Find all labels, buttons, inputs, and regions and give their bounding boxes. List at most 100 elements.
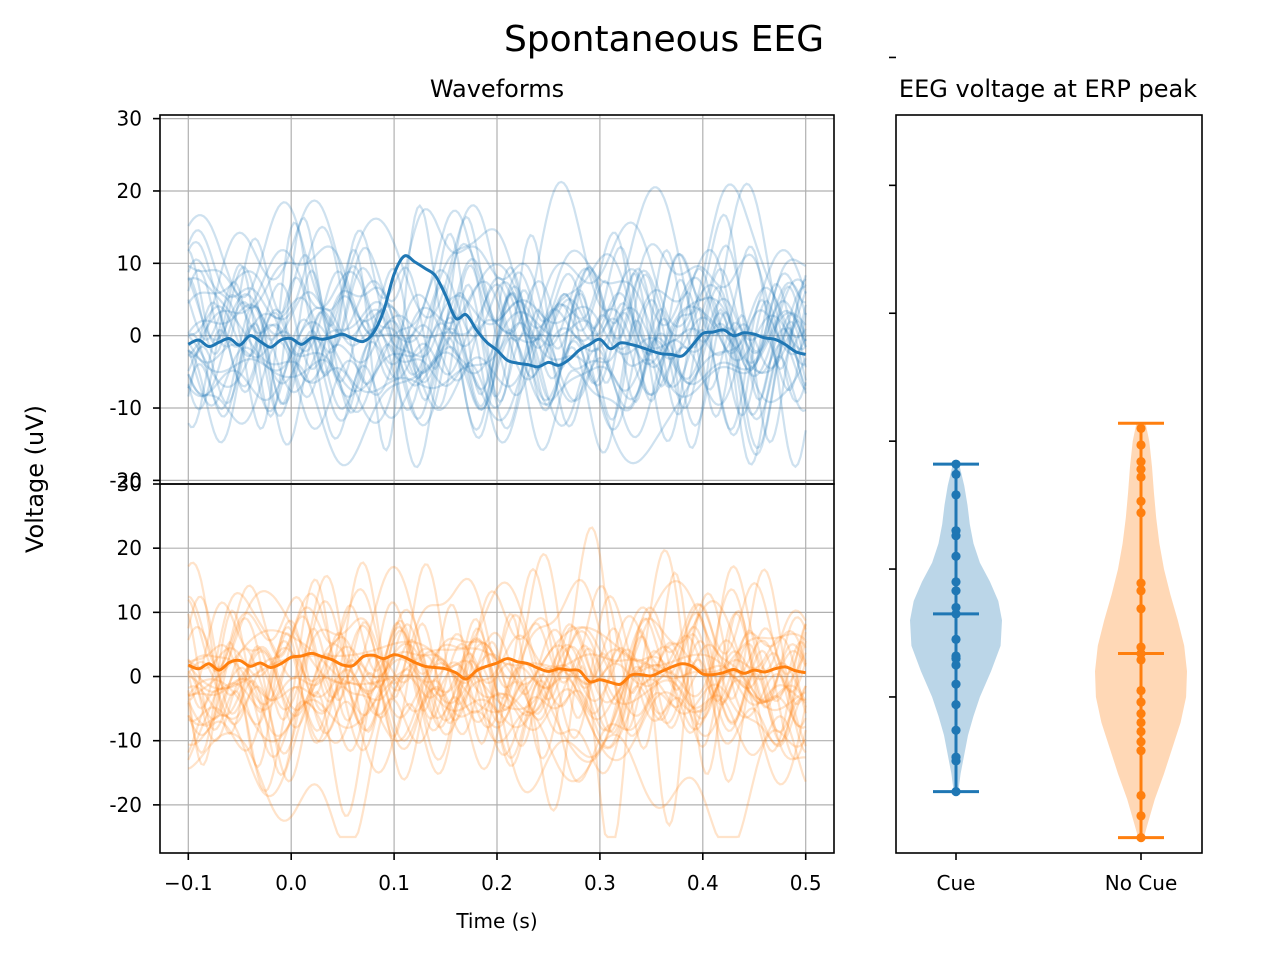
violin-cue: [910, 459, 1002, 797]
trial-line: [187, 307, 807, 466]
trial-line: [187, 552, 807, 726]
mean-line: [187, 651, 806, 687]
data-point: [1136, 586, 1146, 596]
trial-line: [187, 632, 807, 775]
data-point: [1136, 655, 1146, 665]
waveforms-title: Waveforms: [430, 75, 564, 103]
x-axis-label: Time (s): [455, 909, 537, 933]
trial-line: [187, 628, 807, 696]
data-point: [951, 660, 961, 670]
data-point: [951, 469, 961, 480]
data-point: [951, 490, 961, 500]
trial-line: [187, 657, 807, 751]
data-point: [951, 752, 961, 762]
data-point: [1136, 746, 1146, 756]
y-tick-label: 20: [117, 536, 142, 560]
data-point: [951, 586, 961, 596]
x-tick-label: −0.1: [164, 871, 213, 895]
x-tick-label: 0.2: [481, 871, 513, 895]
trial-line: [187, 291, 807, 469]
data-point: [1136, 790, 1146, 801]
data-point: [951, 551, 961, 561]
x-tick-label: 0.4: [687, 871, 719, 895]
data-point: [951, 459, 961, 469]
trial-line: [187, 312, 807, 456]
data-point: [1136, 457, 1146, 467]
data-point: [951, 679, 961, 689]
trial-line: [187, 548, 807, 726]
trial-line: [187, 299, 807, 437]
data-point: [951, 609, 961, 619]
trial-line: [187, 668, 807, 762]
trial-line: [187, 248, 807, 382]
data-point: [951, 577, 961, 587]
data-point: [1136, 508, 1146, 518]
category-label: Cue: [937, 871, 976, 895]
mean-line: [187, 254, 807, 369]
trial-line: [188, 282, 807, 378]
y-tick-label: 30: [117, 107, 142, 131]
trial-line: [187, 629, 807, 761]
trial-line: [187, 204, 807, 452]
trial-line: [187, 180, 807, 351]
trial-line: [187, 270, 807, 393]
y-tick-label: -10: [109, 729, 142, 753]
x-axis-ticks: −0.1 0.0 0.1 0.2 0.3 0.4 0.5: [164, 853, 822, 895]
y-axis-label: Voltage (uV): [21, 405, 49, 553]
trial-line: [187, 603, 807, 793]
trial-line: [188, 601, 807, 759]
trial-line: [187, 642, 806, 715]
data-point: [1136, 648, 1146, 659]
data-point: [951, 634, 961, 645]
trial-line: [187, 221, 807, 431]
x-tick-label: 0.1: [378, 871, 410, 895]
cue-waveform-panel: 30 20 10 0 -10 -20: [109, 107, 835, 492]
data-point: [1136, 737, 1146, 747]
trial-line: [188, 617, 807, 783]
y-tick-label: 20: [117, 179, 142, 203]
violin-panel: Cue No Cue: [889, 56, 1203, 895]
data-point: [1136, 472, 1146, 482]
trial-line: [187, 577, 807, 689]
trial-line: [187, 258, 807, 427]
trial-line: [187, 310, 807, 450]
trial-line: [187, 183, 806, 366]
data-point: [1136, 578, 1146, 588]
trial-line: [187, 280, 807, 432]
data-point: [1136, 717, 1146, 728]
data-point: [951, 602, 961, 613]
data-point: [1136, 685, 1146, 696]
x-tick-label: 0.3: [584, 871, 616, 895]
trial-line: [187, 273, 807, 421]
figure-title: Spontaneous EEG: [504, 19, 824, 60]
data-point: [1136, 642, 1146, 652]
trial-line: [187, 592, 807, 736]
trial-line: [187, 631, 807, 769]
y-tick-label: 0: [129, 665, 142, 689]
data-point: [951, 700, 961, 710]
trial-line: [187, 208, 807, 354]
trial-line: [187, 215, 806, 371]
data-point: [1136, 604, 1146, 614]
violin-no-cue: [1095, 421, 1187, 843]
violin-title: EEG voltage at ERP peak: [899, 75, 1197, 103]
trial-line: [187, 652, 807, 754]
trial-line: [187, 199, 807, 411]
x-tick-label: 0.0: [275, 871, 307, 895]
trial-line: [187, 612, 807, 728]
data-point: [1136, 496, 1146, 506]
y-tick-label: -10: [109, 396, 142, 420]
data-point: [1136, 440, 1146, 450]
trial-line: [187, 252, 807, 408]
trial-line: [187, 633, 807, 839]
data-point: [1136, 464, 1146, 474]
y-tick-label: 10: [117, 251, 142, 275]
y-tick-label: -20: [109, 468, 142, 492]
data-point: [951, 725, 961, 735]
data-point: [1136, 833, 1146, 843]
x-tick-label: 0.5: [790, 871, 822, 895]
trial-line: [187, 617, 807, 756]
trial-line: [187, 267, 807, 355]
trial-line: [187, 571, 807, 776]
